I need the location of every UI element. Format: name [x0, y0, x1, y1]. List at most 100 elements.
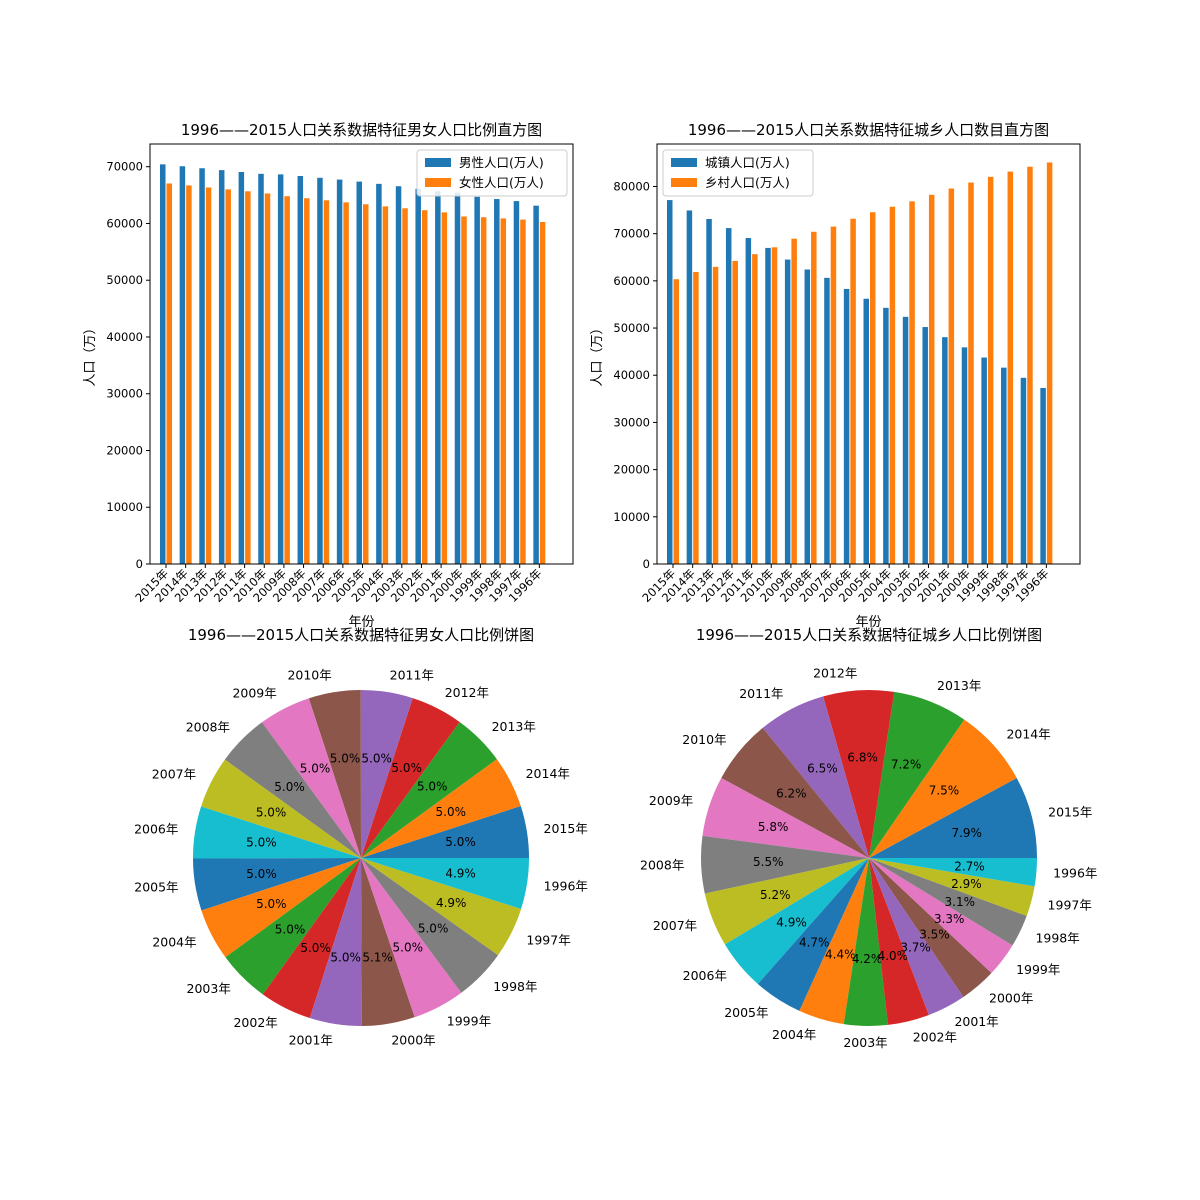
- urban-bar-bar-b: [968, 182, 974, 564]
- urban-bar-bar-b: [732, 260, 738, 564]
- urban-pie-year-label: 2001年: [954, 1014, 998, 1029]
- urban-pie-pct-label: 3.5%: [919, 928, 950, 942]
- urban-bar-bar-b: [673, 279, 679, 564]
- gender-bar-bar-a: [336, 179, 343, 564]
- gender-bar-bar-a: [395, 186, 402, 564]
- gender-pie-year-label: 2000年: [391, 1032, 435, 1047]
- gender-bar-bar-b: [461, 216, 467, 564]
- urban-bar-xlabel: 年份: [855, 615, 881, 630]
- urban-bar-bar-a: [686, 210, 693, 565]
- urban-bar-ytick-label: 40000: [613, 368, 650, 382]
- gender-bar-legend-label: 男性人口(万人): [459, 155, 544, 170]
- gender-pie-year-label: 2013年: [492, 719, 536, 734]
- urban-pie-slice: [757, 858, 869, 1011]
- gender-pie-pct-label: 5.0%: [436, 805, 467, 819]
- urban-bar-ytick-label: 30000: [613, 415, 650, 429]
- gender-bar-legend-swatch: [425, 158, 451, 167]
- gender-pie-pct-label: 5.0%: [417, 780, 448, 794]
- urban-pie-slice: [823, 690, 895, 858]
- urban-bar-bar-b: [987, 176, 994, 565]
- gender-pie-pct-label: 5.1%: [362, 950, 393, 964]
- gender-pie-pct-label: 5.0%: [445, 835, 476, 849]
- gender-pie-year-label: 2010年: [287, 668, 331, 683]
- gender-pie-year-label: 1996年: [544, 878, 588, 893]
- gender-bar-bar-b: [205, 187, 212, 564]
- gender-pie-slice: [309, 858, 362, 1026]
- urban-bar-bar-b: [889, 206, 896, 564]
- urban-pie-pct-label: 6.5%: [807, 762, 838, 776]
- urban-pie-year-label: 1999年: [1016, 962, 1060, 977]
- urban-bar-ytick-label: 10000: [613, 510, 650, 524]
- gender-pie-pct-label: 5.0%: [391, 761, 422, 775]
- gender-pie-pct-label: 5.0%: [300, 761, 331, 775]
- gender-bar-bar-a: [356, 181, 362, 564]
- gender-bar-bar-b: [304, 198, 310, 564]
- gender-pie-slice: [361, 858, 462, 1018]
- gender-bar-bar-a: [494, 199, 500, 564]
- gender-pie-slice: [361, 759, 521, 858]
- urban-pie-pct-label: 5.8%: [758, 820, 789, 834]
- urban-bar-bar-b: [830, 226, 837, 564]
- urban-pie-pct-label: 2.9%: [951, 877, 982, 891]
- gender-pie-year-label: 2009年: [232, 686, 276, 701]
- urban-bar-legend-box: [662, 149, 814, 197]
- gender-bar-legend-box: [416, 149, 568, 197]
- gender-bar-axes-frame: [149, 143, 574, 565]
- gender-bar-title: 1996——2015人口关系数据特征男女人口比例直方图: [181, 121, 542, 139]
- urban-pie-slice: [869, 858, 964, 1015]
- gender-pie-slice: [262, 858, 361, 1019]
- urban-pie-slice: [843, 858, 888, 1027]
- gender-pie-year-label: 2011年: [390, 667, 434, 682]
- gender-bar-bar-b: [421, 210, 428, 564]
- gender-pie-pct-label: 4.9%: [436, 896, 467, 910]
- urban-pie-year-label: 2013年: [937, 678, 981, 693]
- gender-bar-bar-b: [382, 206, 389, 564]
- urban-bar-bar-b: [712, 266, 719, 564]
- urban-bar-bar-b: [948, 188, 955, 564]
- urban-bar-bar-a: [922, 327, 928, 564]
- urban-pie-slice: [869, 691, 965, 858]
- urban-pie-slice: [724, 858, 869, 985]
- urban-bar-bar-a: [667, 200, 673, 565]
- gender-bar-bar-b: [480, 217, 487, 564]
- urban-pie-slice: [702, 777, 869, 858]
- gender-bar-bar-a: [238, 171, 245, 564]
- gender-pie-year-label: 1997年: [526, 932, 570, 947]
- urban-pie-slice: [869, 858, 1013, 974]
- urban-pie-pct-label: 4.7%: [799, 936, 830, 950]
- urban-pie-pct-label: 3.7%: [900, 940, 931, 954]
- gender-bar-xlabel: 年份: [348, 615, 374, 630]
- urban-pie-slice: [869, 858, 992, 997]
- gender-pie-slice: [361, 858, 499, 993]
- urban-pie-slice: [704, 858, 869, 945]
- urban-pie-year-label: 2002年: [913, 1030, 957, 1045]
- urban-bar-bar-b: [870, 212, 876, 564]
- bar-chart-urban-rural: 1996——2015人口关系数据特征城乡人口数目直方图 0 10000 20000 30…: [590, 121, 1081, 630]
- gender-bar-legend-label: 女性人口(万人): [459, 175, 544, 190]
- urban-bar-legend-label: 城镇人口(万人): [705, 155, 790, 170]
- gender-bar-bar-a: [297, 176, 304, 564]
- urban-bar-title: 1996——2015人口关系数据特征城乡人口数目直方图: [688, 121, 1049, 139]
- gender-pie-slice: [361, 858, 529, 909]
- urban-pie-pct-label: 4.2%: [852, 952, 883, 966]
- urban-pie-pct-label: 6.2%: [776, 787, 807, 801]
- gender-pie-year-label: 1999年: [447, 1014, 491, 1029]
- gender-pie-pct-label: 5.0%: [393, 940, 424, 954]
- urban-pie-slice: [701, 835, 869, 894]
- gender-pie-slice: [361, 698, 460, 858]
- urban-bar-ytick-label: 60000: [613, 274, 650, 288]
- pie-chart-urban-rural: 1996——2015人口关系数据特征城乡人口比例饼图 7.9% 2015年 7.5% 2…: [640, 626, 1097, 1050]
- gender-bar-ytick-label: 0: [136, 557, 143, 571]
- urban-bar-bar-a: [902, 316, 909, 564]
- urban-bar-bar-b: [850, 218, 856, 565]
- urban-pie-pct-label: 7.5%: [929, 784, 960, 798]
- urban-pie-year-label: 2008年: [640, 858, 684, 873]
- gender-bar-bar-b: [402, 208, 408, 564]
- urban-pie-pct-label: 5.5%: [753, 855, 784, 869]
- urban-bar-ylabel: 人口（万）: [590, 321, 605, 386]
- urban-pie-slice: [869, 858, 929, 1025]
- gender-bar-bar-a: [474, 196, 480, 564]
- urban-bar-bar-a: [765, 247, 771, 564]
- gender-pie-pct-label: 5.0%: [330, 751, 361, 765]
- urban-pie-title: 1996——2015人口关系数据特征城乡人口比例饼图: [696, 626, 1042, 644]
